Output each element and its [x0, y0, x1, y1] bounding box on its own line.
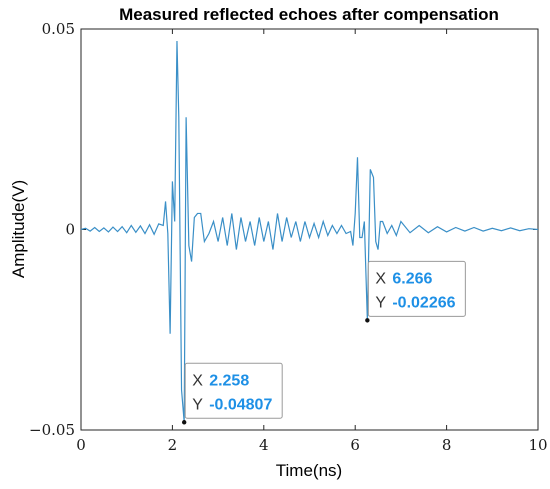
x-tick-label: 8 [442, 436, 452, 454]
x-tick-label: 10 [528, 436, 547, 454]
datatip-x-value: 2.258 [209, 372, 249, 389]
datatips: X 2.258 Y -0.04807 X 6.266 Y -0.02266 [181, 260, 466, 425]
y-axis-label: Amplitude(V) [9, 180, 28, 278]
chart-title: Measured reflected echoes after compensa… [119, 5, 499, 24]
datatip-x-key: X [375, 270, 386, 287]
x-axis: 0 2 4 6 8 10 [76, 29, 548, 454]
datatip-marker [365, 318, 370, 323]
x-tick-label: 0 [76, 436, 86, 454]
x-tick-label: 4 [259, 436, 269, 454]
y-tick-label: 0.05 [42, 20, 75, 38]
datatip-y-value: -0.04807 [209, 396, 272, 413]
datatip[interactable]: X 6.266 Y -0.02266 [365, 260, 466, 323]
series-line [80, 41, 539, 423]
datatip-y-key: Y [375, 294, 386, 311]
datatip[interactable]: X 2.258 Y -0.04807 [181, 362, 283, 425]
y-tick-label: 0 [65, 221, 75, 239]
y-tick-label: −0.05 [29, 421, 75, 439]
datatip-marker [181, 420, 187, 425]
datatip-box [184, 362, 283, 419]
datatip-x-key: X [192, 372, 203, 389]
x-axis-label: Time(ns) [276, 461, 342, 480]
datatip-y-value: -0.02266 [392, 294, 455, 311]
datatip-x-value: 6.266 [392, 270, 432, 287]
x-tick-label: 2 [168, 436, 178, 454]
datatip-y-key: Y [192, 396, 203, 413]
datatip-box [367, 260, 466, 317]
x-tick-label: 6 [350, 436, 360, 454]
